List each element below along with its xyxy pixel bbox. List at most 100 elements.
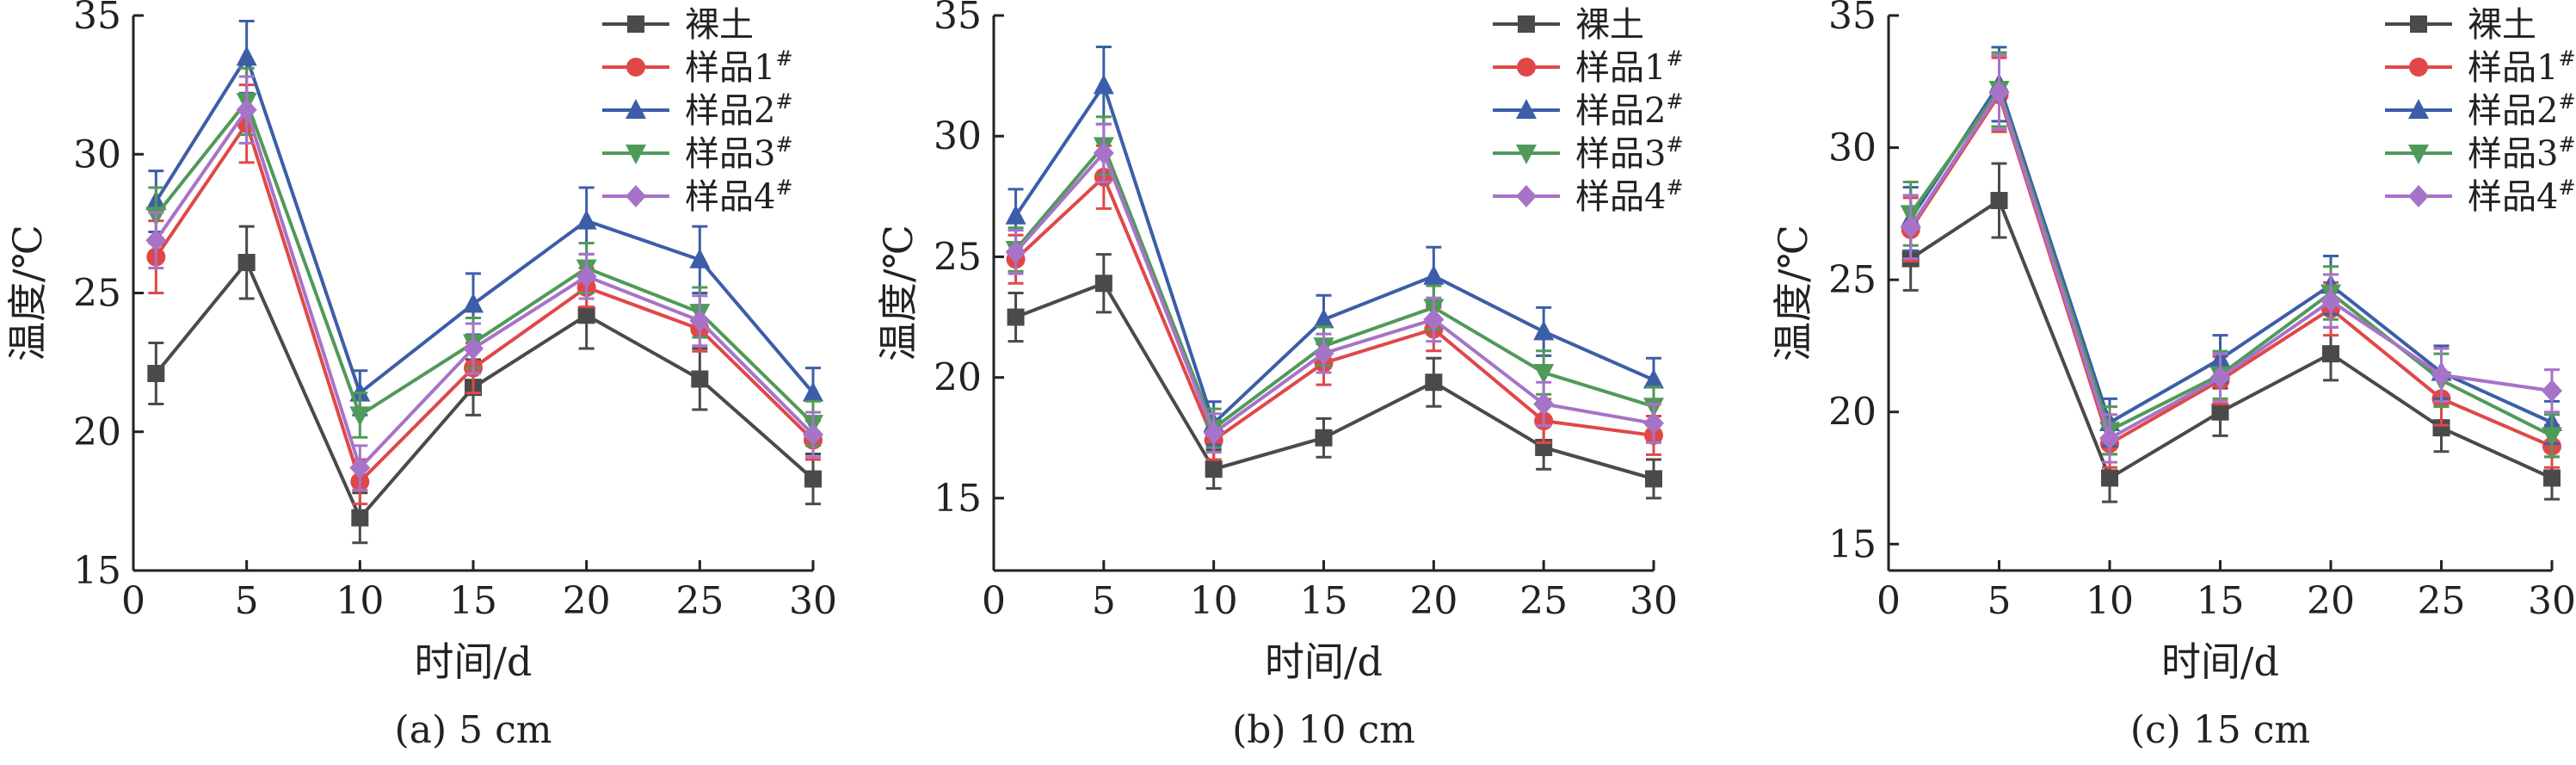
legend-label: 样品3#	[685, 133, 793, 174]
legend-superscript: #	[775, 176, 792, 200]
y-axis-title: 温度/℃	[1770, 225, 1816, 361]
y-tick-label: 15	[73, 549, 121, 593]
data-point	[1533, 392, 1555, 416]
series-5	[1005, 122, 1664, 454]
x-tick-label: 15	[2197, 579, 2245, 623]
x-tick-label: 25	[1519, 579, 1568, 623]
legend-label: 裸土	[685, 5, 754, 45]
data-point	[1425, 373, 1443, 392]
x-tick-label: 30	[789, 579, 837, 623]
legend-marker	[626, 185, 646, 207]
data-point	[147, 365, 165, 383]
series-3	[1005, 45, 1664, 447]
x-axis-title: 时间/d	[415, 639, 533, 685]
series-line	[1909, 90, 2553, 448]
data-point	[804, 470, 822, 488]
legend-superscript: #	[1666, 89, 1683, 114]
data-point	[1093, 74, 1114, 95]
legend-label: 样品1#	[1575, 46, 1684, 88]
legend-marker	[626, 145, 646, 164]
x-tick-label: 25	[2418, 579, 2466, 623]
legend-label: 样品2#	[1575, 89, 1684, 131]
data-point	[1533, 320, 1555, 341]
legend-marker	[2408, 185, 2429, 207]
legend-marker	[2408, 99, 2429, 119]
data-point	[689, 309, 711, 332]
legend-superscript: #	[1666, 133, 1683, 157]
y-tick-label: 20	[73, 410, 121, 454]
legend-marker	[1517, 58, 1536, 77]
x-tick-label: 10	[336, 579, 384, 623]
y-tick-label: 35	[73, 0, 121, 38]
data-point	[351, 509, 369, 527]
legend-marker	[1516, 185, 1537, 207]
data-point	[2543, 469, 2561, 487]
panel-caption: (b) 10 cm	[1232, 708, 1415, 752]
series-1	[1901, 162, 2561, 503]
legend-marker	[626, 99, 646, 119]
data-point	[1005, 240, 1026, 263]
data-point	[1005, 204, 1026, 225]
legend-superscript: #	[2558, 176, 2575, 200]
panel-caption: (c) 15 cm	[2130, 708, 2310, 752]
x-axis-title: 时间/d	[2161, 639, 2279, 685]
legend-label: 裸土	[1575, 5, 1644, 45]
series-1	[147, 225, 822, 545]
y-tick-label: 30	[73, 133, 121, 176]
data-point	[1645, 470, 1662, 488]
data-point	[577, 306, 595, 324]
x-tick-label: 10	[2086, 579, 2134, 623]
data-point	[689, 248, 711, 268]
legend-label: 样品3#	[2468, 133, 2576, 174]
data-point	[2209, 366, 2231, 389]
legend-label: 裸土	[2468, 5, 2536, 45]
x-tick-label: 5	[235, 579, 259, 623]
y-axis-title: 温度/℃	[4, 225, 51, 361]
legend-label: 样品4#	[1575, 176, 1684, 217]
chart-panel-1: 0 5 10 15 20 25 30 15 20 25 30 35 时间/d 温度/℃ (a) 5 cm 裸土…	[4, 0, 837, 752]
data-point	[1643, 411, 1664, 435]
legend-label: 样品1#	[2468, 46, 2576, 88]
data-point	[236, 46, 257, 66]
series-line	[154, 259, 815, 521]
data-point	[1900, 215, 1921, 238]
data-point	[2542, 427, 2562, 447]
data-point	[1313, 308, 1334, 329]
legend-marker	[2410, 15, 2427, 33]
x-tick-label: 30	[1630, 579, 1678, 623]
legend-label: 样品2#	[685, 89, 793, 131]
y-tick-label: 25	[1828, 258, 1877, 302]
y-tick-label: 30	[934, 114, 982, 158]
legend-superscript: #	[775, 89, 792, 114]
x-tick-label: 20	[1409, 579, 1457, 623]
data-point	[1423, 308, 1445, 331]
data-point	[2322, 345, 2339, 363]
data-point	[803, 381, 823, 402]
data-point	[1203, 422, 1224, 445]
y-axis-title: 温度/℃	[875, 225, 921, 361]
data-point	[1533, 364, 1555, 385]
x-tick-label: 0	[1877, 579, 1901, 623]
legend-marker	[1518, 15, 1535, 33]
legend-superscript: #	[2558, 133, 2575, 157]
data-point	[1313, 342, 1334, 365]
series-line	[1909, 85, 2553, 438]
y-tick-label: 15	[1828, 522, 1877, 566]
legend-superscript: #	[2558, 89, 2575, 114]
data-point	[2101, 469, 2118, 487]
data-point	[2542, 379, 2562, 403]
data-point	[2099, 427, 2120, 450]
x-tick-label: 10	[1190, 579, 1238, 623]
x-tick-label: 15	[1300, 579, 1348, 623]
data-point	[576, 209, 597, 230]
series-5	[145, 75, 823, 491]
data-point	[803, 423, 823, 446]
legend-label: 样品1#	[685, 46, 793, 88]
data-point	[2431, 363, 2452, 386]
x-tick-label: 20	[2307, 579, 2355, 623]
legend-marker	[1516, 99, 1537, 119]
y-tick-label: 25	[73, 272, 121, 316]
y-tick-label: 20	[1828, 391, 1877, 435]
data-point	[145, 229, 167, 252]
